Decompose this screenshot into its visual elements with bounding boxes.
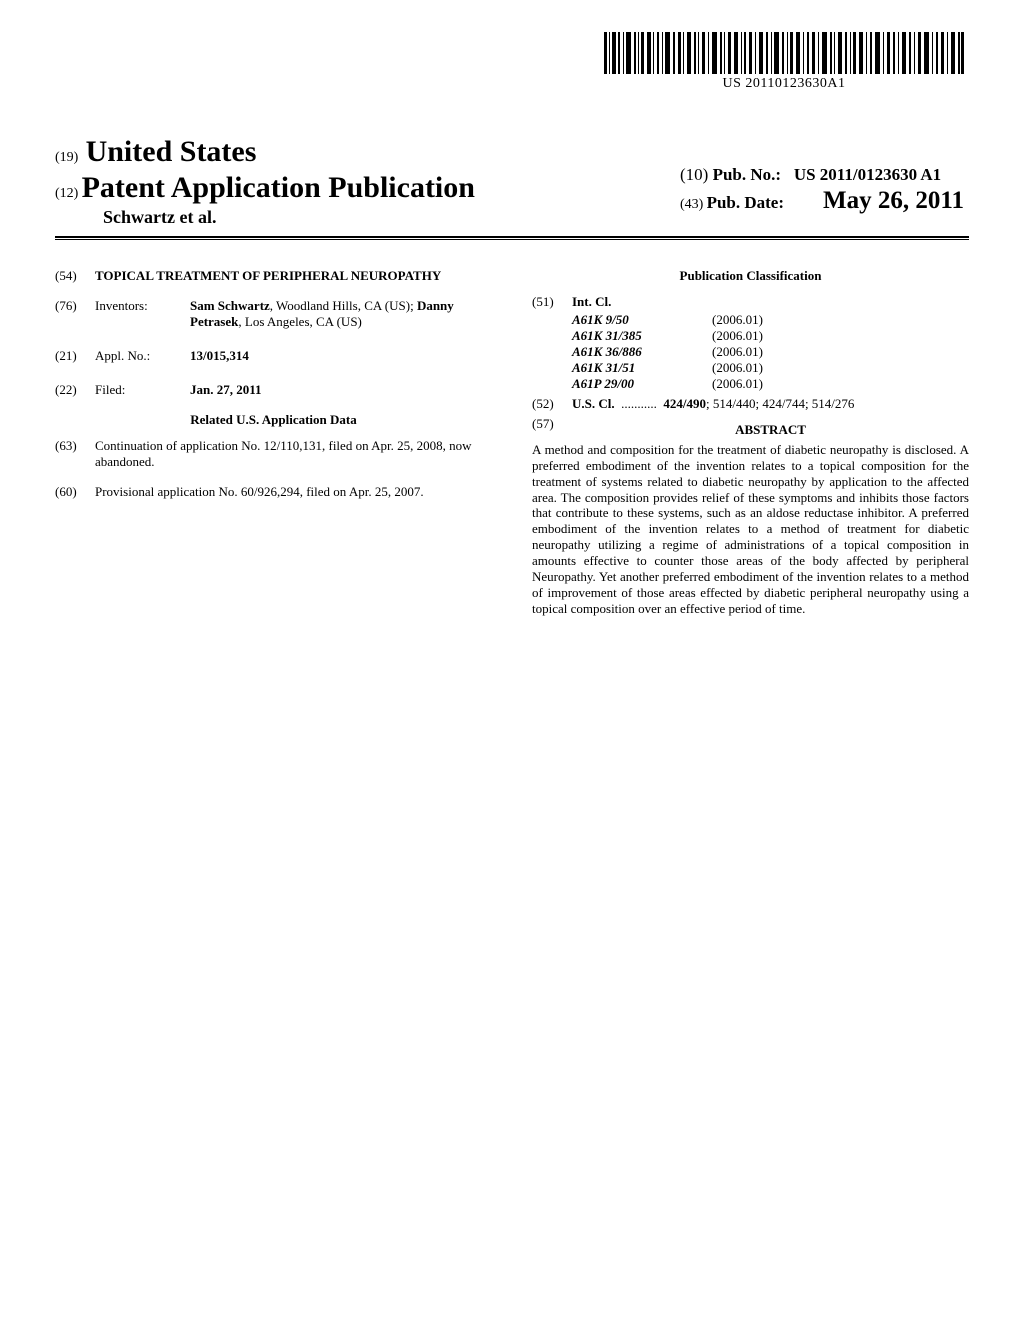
document-type: Patent Application Publication — [82, 171, 475, 204]
left-column: (54) TOPICAL TREATMENT OF PERIPHERAL NEU… — [55, 268, 492, 616]
intcl-ver-3: (2006.01) — [712, 360, 969, 376]
kind-code-19: (19) — [55, 150, 78, 166]
publication-number: US 2011/0123630 A1 — [794, 165, 941, 184]
publication-info-right: (10) Pub. No.: US 2011/0123630 A1 (43) P… — [680, 165, 964, 215]
field-num-63: (63) — [55, 438, 95, 470]
uscl-body: U.S. Cl. ........... 424/490; 514/440; 4… — [572, 396, 969, 412]
filed-value: Jan. 27, 2011 — [190, 382, 262, 397]
intcl-ver-1: (2006.01) — [712, 328, 969, 344]
related-data-heading: Related U.S. Application Data — [55, 412, 492, 428]
inventors-field: (76) Inventors: Sam Schwartz, Woodland H… — [55, 298, 492, 330]
appl-no-field: (21) Appl. No.: 13/015,314 — [55, 348, 492, 364]
field-num-21: (21) — [55, 348, 95, 364]
publication-date: May 26, 2011 — [823, 187, 964, 214]
invention-title: TOPICAL TREATMENT OF PERIPHERAL NEUROPAT… — [95, 268, 492, 284]
pub-date-label: Pub. Date: — [707, 193, 784, 212]
uscl-label: U.S. Cl. — [572, 396, 615, 411]
intcl-code-3: A61K 31/51 — [572, 360, 712, 376]
intcl-ver-0: (2006.01) — [712, 312, 969, 328]
intcl-label: Int. Cl. — [572, 294, 611, 309]
intcl-row-1: A61K 31/385 (2006.01) — [532, 328, 969, 344]
intcl-field: (51) Int. Cl. — [532, 294, 969, 310]
barcode-icon — [604, 32, 964, 74]
pub-no-label: Pub. No.: — [713, 165, 781, 184]
patent-publication-page: US 20110123630A1 (19) United States (12)… — [0, 0, 1024, 1320]
header-rule-thin — [55, 239, 969, 240]
intcl-row-2: A61K 36/886 (2006.01) — [532, 344, 969, 360]
right-column: Publication Classification (51) Int. Cl.… — [532, 268, 969, 616]
intcl-code-2: A61K 36/886 — [572, 344, 712, 360]
abstract-field: (57) ABSTRACT — [532, 416, 969, 442]
intcl-ver-4: (2006.01) — [712, 376, 969, 392]
kind-code-10: (10) — [680, 165, 708, 184]
field-num-60: (60) — [55, 484, 95, 500]
field-num-51: (51) — [532, 294, 572, 310]
intcl-row-4: A61P 29/00 (2006.01) — [532, 376, 969, 392]
filed-label: Filed: — [95, 382, 190, 398]
abstract-body: A method and composition for the treatme… — [532, 442, 969, 616]
provisional-text: Provisional application No. 60/926,294, … — [95, 484, 492, 500]
field-num-22: (22) — [55, 382, 95, 398]
intcl-row-3: A61K 31/51 (2006.01) — [532, 360, 969, 376]
title-field: (54) TOPICAL TREATMENT OF PERIPHERAL NEU… — [55, 268, 492, 284]
pub-classification-heading: Publication Classification — [532, 268, 969, 284]
continuation-text: Continuation of application No. 12/110,1… — [95, 438, 492, 470]
inventors-body: Sam Schwartz, Woodland Hills, CA (US); D… — [190, 298, 492, 330]
inventor-name-1: Sam Schwartz — [190, 298, 270, 313]
field-num-57: (57) — [532, 416, 572, 442]
intcl-code-1: A61K 31/385 — [572, 328, 712, 344]
field-num-54: (54) — [55, 268, 95, 284]
field-num-52: (52) — [532, 396, 572, 412]
uscl-primary: 424/490 — [663, 396, 706, 411]
kind-code-43: (43) — [680, 197, 703, 212]
intcl-ver-2: (2006.01) — [712, 344, 969, 360]
intcl-code-4: A61P 29/00 — [572, 376, 712, 392]
appl-no-value: 13/015,314 — [190, 348, 249, 363]
barcode-block: US 20110123630A1 — [604, 32, 964, 92]
intcl-code-0: A61K 9/50 — [572, 312, 712, 328]
header-rule-thick — [55, 236, 969, 238]
filed-field: (22) Filed: Jan. 27, 2011 — [55, 382, 492, 398]
field-num-76: (76) — [55, 298, 95, 330]
abstract-heading: ABSTRACT — [572, 422, 969, 438]
inventors-label: Inventors: — [95, 298, 190, 330]
appl-no-label: Appl. No.: — [95, 348, 190, 364]
kind-code-12: (12) — [55, 186, 78, 202]
country: United States — [86, 135, 257, 169]
barcode-text: US 20110123630A1 — [604, 76, 964, 92]
two-column-body: (54) TOPICAL TREATMENT OF PERIPHERAL NEU… — [55, 268, 969, 616]
continuation-field: (63) Continuation of application No. 12/… — [55, 438, 492, 470]
uscl-rest: ; 514/440; 424/744; 514/276 — [706, 396, 854, 411]
intcl-row-0: A61K 9/50 (2006.01) — [532, 312, 969, 328]
provisional-field: (60) Provisional application No. 60/926,… — [55, 484, 492, 500]
uscl-field: (52) U.S. Cl. ........... 424/490; 514/4… — [532, 396, 969, 412]
